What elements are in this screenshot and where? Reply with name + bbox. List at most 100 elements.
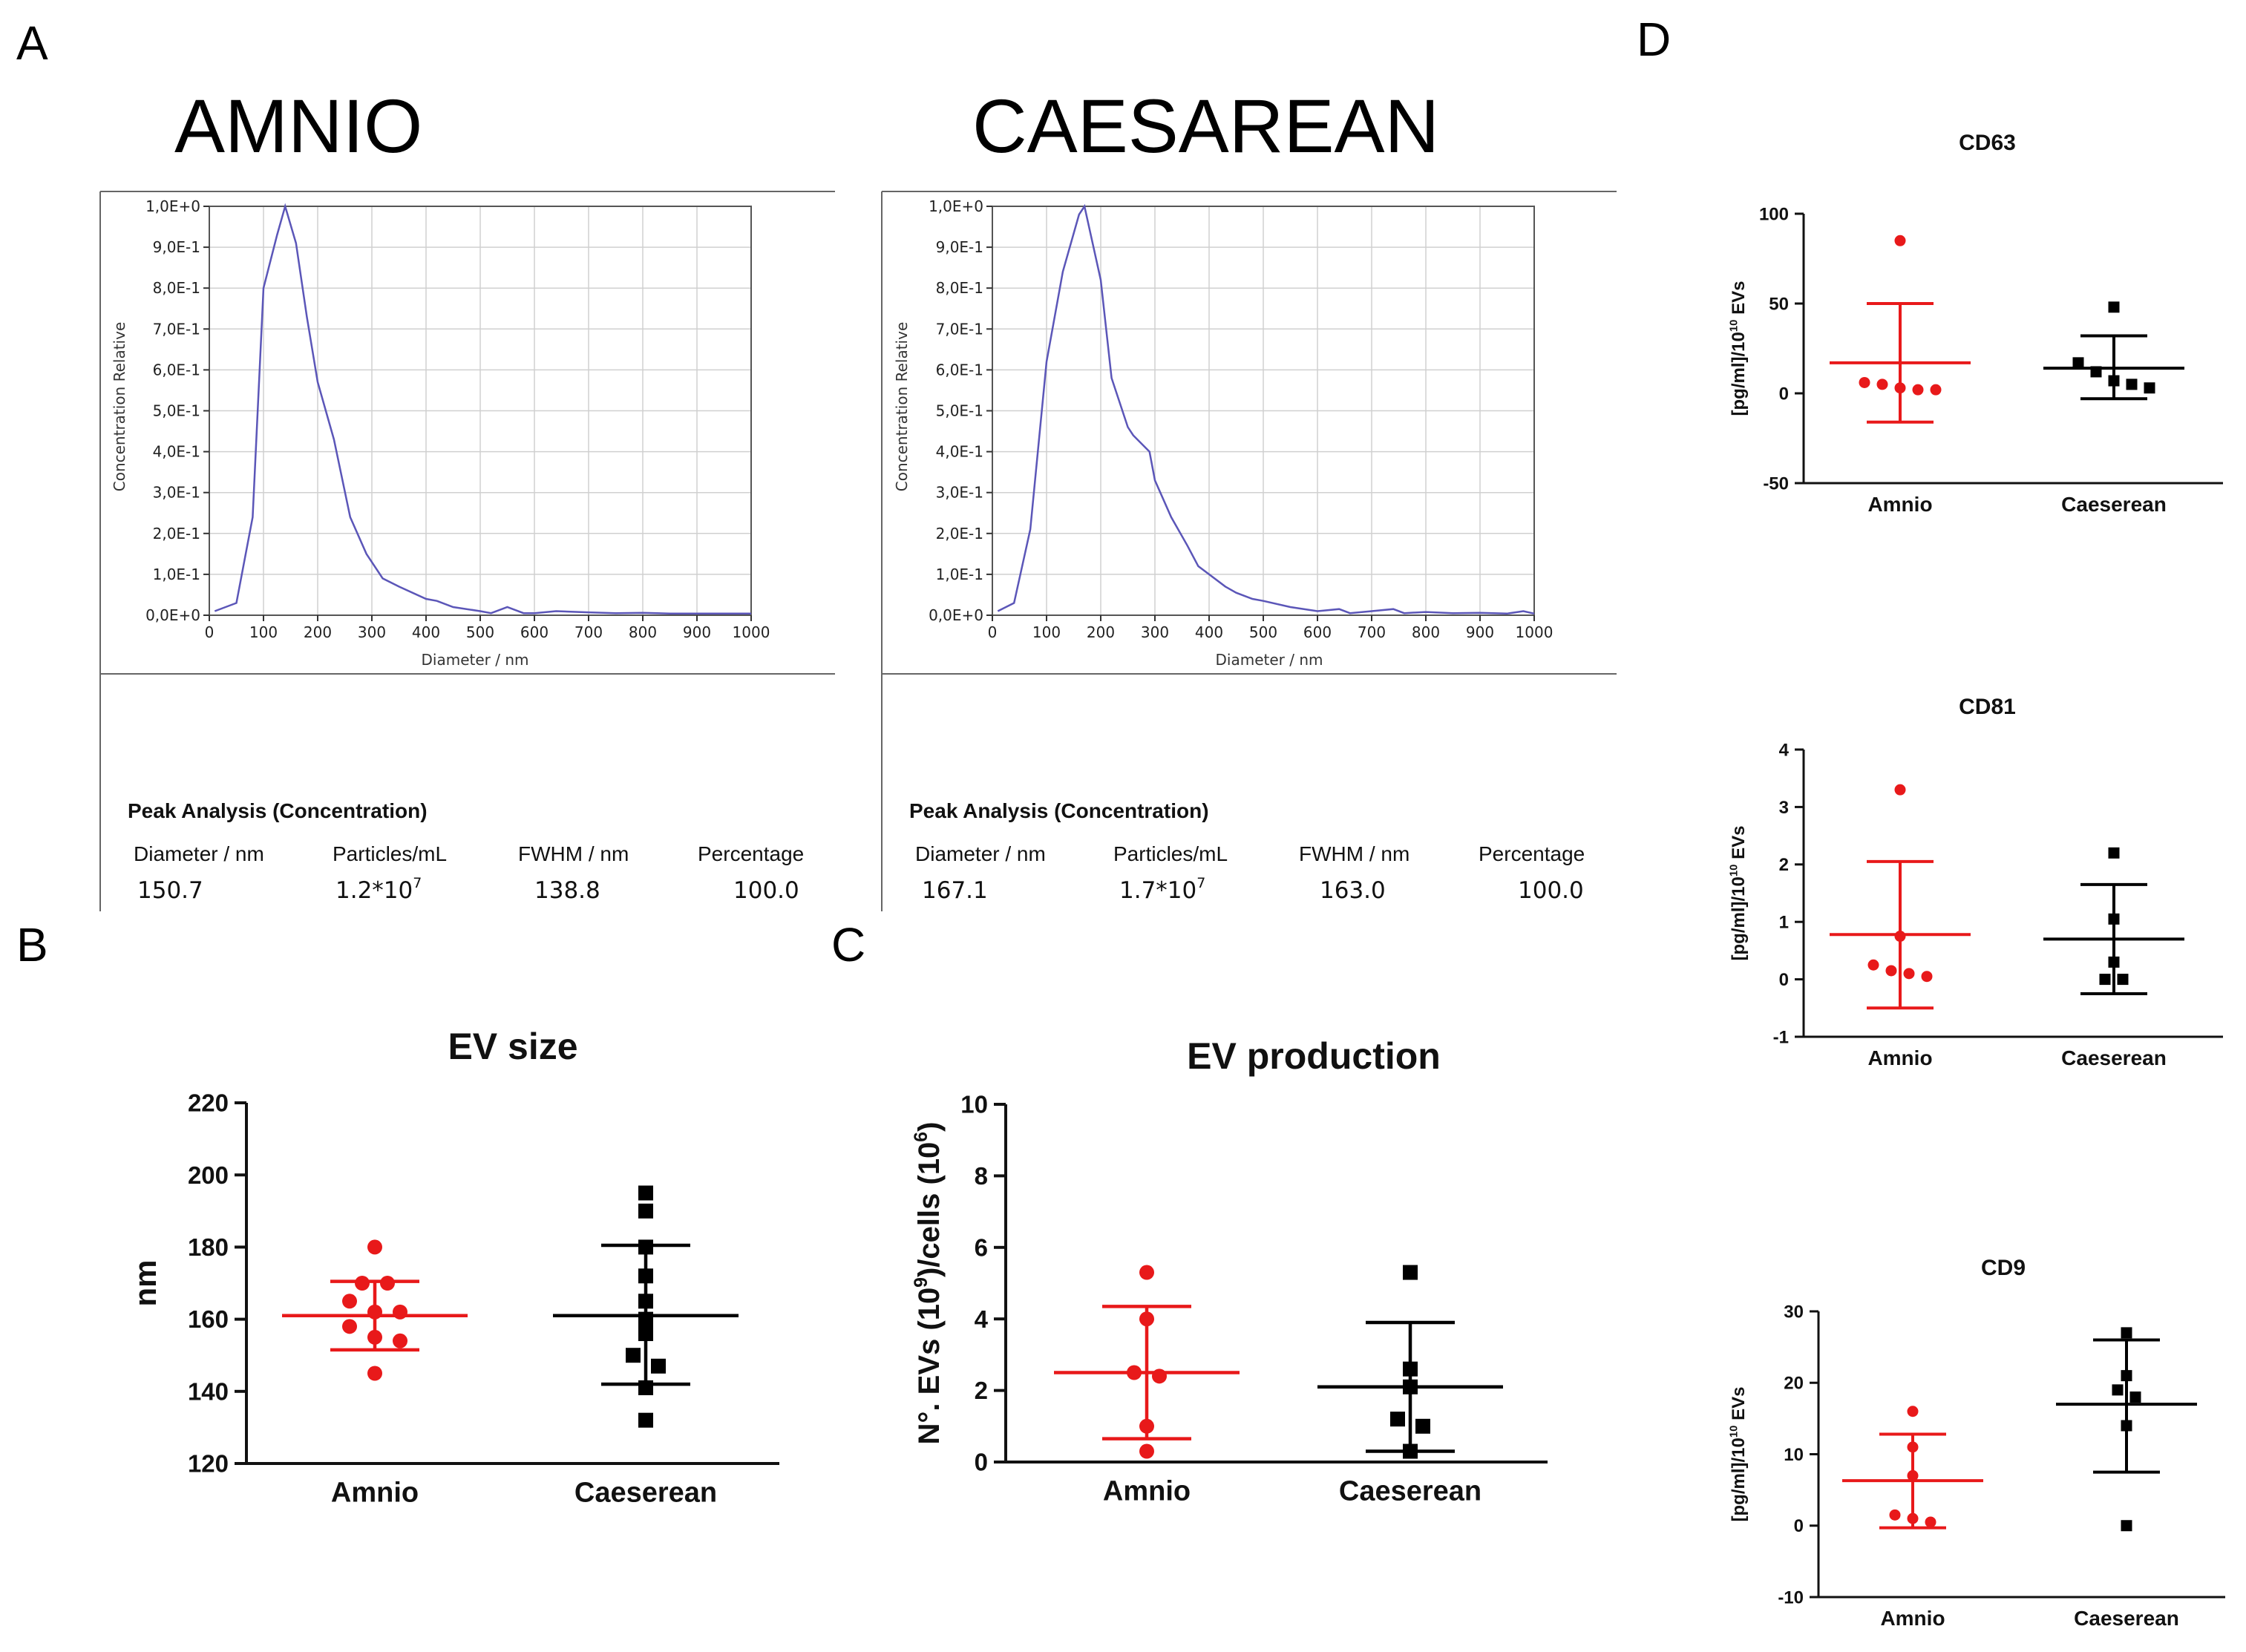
y-tick-label: 5,0E-1 — [153, 402, 200, 420]
data-point — [2099, 974, 2111, 986]
peak-header-fwhm: FWHM / nm — [518, 842, 629, 865]
nta-caesarean-plot: 0 100 200 300 400 500 600 700 800 900 1000 0,0E+0 1,… — [929, 197, 1553, 641]
peak-title: Peak Analysis (Concentration) — [128, 799, 428, 822]
data-point — [651, 1358, 666, 1374]
ev-production-chart: EV production 0 2 4 6 8 10 N°. EVs (109)/cells … — [911, 1035, 1548, 1507]
peak-particles-value: 1.7*107 — [1119, 875, 1205, 904]
peak-particles-value: 1.2*107 — [335, 875, 422, 904]
y-tick-label: 8,0E-1 — [153, 279, 200, 297]
data-point — [1894, 235, 1906, 246]
peak-header-diameter: Diameter / nm — [134, 842, 264, 865]
data-point — [1907, 1469, 1919, 1481]
data-point — [1859, 376, 1870, 388]
y-tick-label: 4,0E-1 — [936, 443, 983, 461]
data-point — [638, 1311, 653, 1327]
nta-caesarean-title: CAESAREAN — [972, 84, 1439, 168]
x-tick-label: 100 — [249, 623, 278, 641]
panel-label-c: C — [831, 918, 865, 971]
data-point — [1139, 1418, 1154, 1434]
data-point — [638, 1239, 653, 1255]
x-tick-label: 900 — [1466, 623, 1494, 641]
x-tick-label: 600 — [520, 623, 549, 641]
y-tick-label: 30 — [1784, 1302, 1804, 1322]
y-tick-label: 160 — [188, 1305, 229, 1333]
data-point — [2108, 913, 2120, 925]
y-tick-label: 20 — [1784, 1374, 1804, 1394]
y-tick-label: 7,0E-1 — [936, 320, 983, 338]
cd63-chart: CD63 -50 0 50 100 [pg/ml]/1010 EVs Amnio Caeser… — [1728, 131, 2223, 516]
y-tick-label: 1,0E+0 — [929, 197, 983, 215]
data-point — [1139, 1265, 1154, 1280]
panel-label-a: A — [16, 16, 48, 70]
data-point — [2108, 375, 2120, 387]
data-point — [1903, 968, 1915, 980]
data-point — [1139, 1311, 1154, 1327]
peak-header-diameter: Diameter / nm — [915, 842, 1046, 865]
peak-table-caesarean: Peak Analysis (Concentration) Diameter /… — [909, 799, 1585, 904]
data-point — [638, 1268, 653, 1284]
y-axis-label: [pg/ml]/1010 EVs — [1728, 826, 1749, 961]
ev-size-chart: EV size 120 140 160 180 200 220 nm Amnio Caeserea… — [128, 1026, 779, 1508]
y-tick-label: 6,0E-1 — [153, 361, 200, 378]
data-point — [2121, 1327, 2132, 1339]
data-point — [2129, 1392, 2141, 1403]
data-point — [1921, 971, 1933, 983]
y-tick-label: 2 — [975, 1377, 988, 1404]
nta-amnio-ylabel: Concentration Relative — [111, 322, 128, 492]
data-point — [2108, 301, 2120, 313]
data-point — [367, 1366, 382, 1381]
peak-diameter-value: 167.1 — [922, 877, 988, 904]
peak-title: Peak Analysis (Concentration) — [909, 799, 1209, 822]
peak-fwhm-value: 163.0 — [1320, 877, 1386, 904]
x-tick-label: 0 — [205, 623, 215, 641]
nta-amnio-xlabel: Diameter / nm — [422, 651, 529, 669]
y-tick-label: 1 — [1779, 913, 1789, 933]
x-tick-label: 1000 — [733, 623, 770, 641]
peak-header-fwhm: FWHM / nm — [1299, 842, 1410, 865]
x-tick-label: 900 — [683, 623, 711, 641]
data-point — [1403, 1265, 1418, 1280]
x-tick-label: 1000 — [1516, 623, 1553, 641]
y-axis-label: nm — [128, 1260, 163, 1307]
y-tick-label: 9,0E-1 — [153, 238, 200, 256]
y-tick-label: 2 — [1779, 855, 1789, 875]
y-tick-label: 10 — [960, 1091, 988, 1118]
y-axis-label: [pg/ml]/1010 EVs — [1728, 1387, 1749, 1522]
data-point — [393, 1333, 407, 1348]
data-point — [355, 1276, 370, 1291]
category-label: Amnio — [1880, 1607, 1945, 1630]
x-tick-label: 500 — [466, 623, 494, 641]
x-tick-label: 300 — [1141, 623, 1169, 641]
data-point — [2108, 956, 2120, 968]
peak-percentage-value: 100.0 — [1518, 877, 1584, 904]
peak-header-percentage: Percentage — [698, 842, 804, 865]
y-tick-label: 2,0E-1 — [936, 525, 983, 543]
data-point — [1912, 384, 1924, 396]
y-tick-label: 4 — [975, 1305, 989, 1333]
x-tick-label: 400 — [1195, 623, 1223, 641]
peak-fwhm-value: 138.8 — [534, 877, 600, 904]
category-label: Caeserean — [2074, 1607, 2179, 1630]
y-axis-label: N°. EVs (109)/cells (106) — [911, 1122, 946, 1445]
data-point — [626, 1348, 641, 1363]
data-point — [2072, 357, 2084, 369]
chart-title: EV production — [1187, 1035, 1441, 1077]
data-point — [2144, 382, 2155, 394]
data-point — [638, 1185, 653, 1201]
category-label: Amnio — [1867, 493, 1932, 516]
data-point — [1889, 1509, 1901, 1521]
y-tick-label: 0 — [1794, 1516, 1804, 1536]
data-point — [367, 1304, 382, 1320]
x-tick-label: 100 — [1032, 623, 1061, 641]
data-point — [2126, 378, 2138, 390]
data-point — [1894, 931, 1906, 943]
y-tick-label: 3,0E-1 — [936, 484, 983, 502]
x-tick-label: 700 — [574, 623, 603, 641]
y-tick-label: 50 — [1769, 294, 1789, 314]
x-tick-label: 0 — [988, 623, 998, 641]
y-tick-label: 140 — [188, 1377, 229, 1405]
data-point — [1152, 1369, 1167, 1384]
data-point — [638, 1203, 653, 1219]
y-tick-label: 0 — [975, 1449, 988, 1476]
